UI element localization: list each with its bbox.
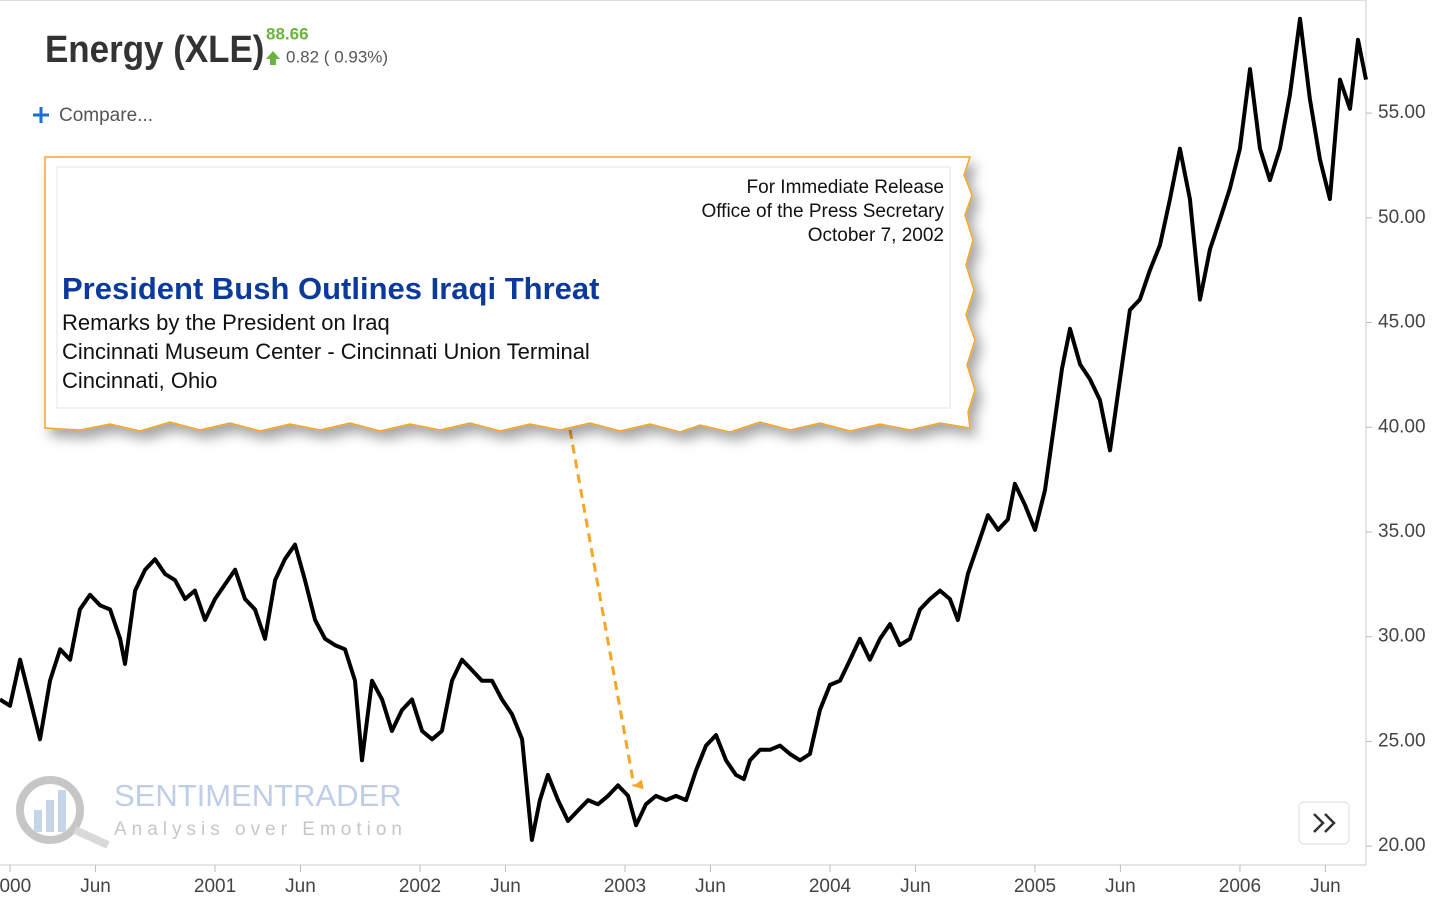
release-line: Office of the Press Secretary (701, 201, 944, 222)
watermark-logo (34, 810, 42, 832)
headline: President Bush Outlines Iraqi Threat (62, 271, 599, 306)
y-tick-label: 30.00 (1378, 626, 1426, 647)
annotation-inner-frame (56, 166, 951, 409)
y-tick-label: 50.00 (1378, 207, 1426, 228)
watermark-logo (73, 826, 110, 849)
series (0, 16, 1368, 842)
watermark-name: SENTIMENTRADER (114, 778, 402, 813)
price: 88.66 (266, 24, 309, 43)
watermark: SENTIMENTRADER Analysis over Emotion (16, 776, 407, 849)
body-line: Cincinnati Museum Center - Cincinnati Un… (62, 339, 590, 364)
y-tick-label: 55.00 (1378, 102, 1426, 123)
x-tick-label: Jun (695, 876, 726, 897)
watermark-logo (58, 790, 66, 832)
release-line: For Immediate Release (747, 177, 944, 198)
expand-icon[interactable] (1313, 813, 1336, 833)
x-tick-label: Jun (490, 876, 521, 897)
y-tick-label: 40.00 (1378, 416, 1426, 437)
axes: 20.00 25.00 30.00 35.00 40.00 45.00 50.00 55.00… (0, 0, 1426, 897)
up-arrow-icon (266, 51, 280, 65)
x-tick-label: Jun (1105, 876, 1136, 897)
x-tick-label: Jun (285, 876, 316, 897)
annotation-frame (44, 156, 976, 433)
compare-button[interactable]: Compare... (59, 105, 153, 126)
release-line: October 7, 2002 (808, 225, 944, 246)
compare-plus-icon[interactable] (33, 107, 49, 123)
y-tick-label: 20.00 (1378, 835, 1426, 856)
x-tick-label: Jun (900, 876, 931, 897)
y-tick-label: 25.00 (1378, 730, 1426, 751)
x-tick-label: Jun (1310, 876, 1341, 897)
x-tick-label: 2000 (0, 876, 31, 897)
y-tick-label: 45.00 (1378, 312, 1426, 333)
x-tick-label: Jun (80, 876, 111, 897)
x-tick-label: 2002 (399, 876, 441, 897)
watermark-logo (16, 776, 84, 844)
watermark-logo (46, 800, 54, 832)
expand-button[interactable] (1298, 801, 1350, 845)
x-tick-label: 2003 (604, 876, 646, 897)
annotation-box: For Immediate Release Office of the Pres… (44, 156, 976, 433)
annotation-arrow (568, 429, 644, 790)
x-tick-label: 2006 (1219, 876, 1261, 897)
price-change: 0.82 ( 0.93%) (286, 47, 388, 66)
body-line: Remarks by the President on Iraq (62, 310, 390, 335)
x-tick-label: 2005 (1014, 876, 1056, 897)
watermark-tagline: Analysis over Emotion (114, 819, 407, 840)
x-tick-label: 2001 (194, 876, 236, 897)
x-tick-label: 2004 (809, 876, 852, 897)
body-line: Cincinnati, Ohio (62, 368, 217, 393)
chart-title: Energy (XLE) (45, 28, 264, 71)
y-tick-label: 35.00 (1378, 521, 1426, 542)
price-line (0, 16, 1368, 842)
